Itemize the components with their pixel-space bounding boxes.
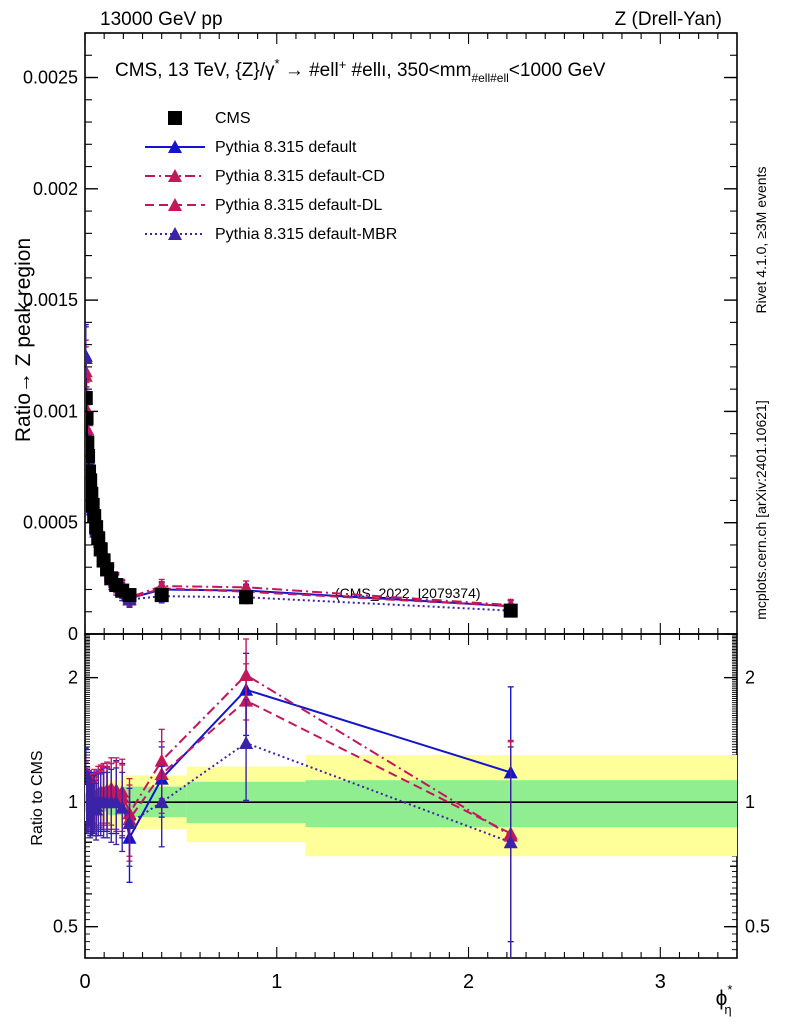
legend-triangle-marker <box>168 227 182 240</box>
series-cms <box>86 378 518 618</box>
data-point-marker <box>86 448 96 463</box>
ratio-point-marker <box>503 835 518 849</box>
legend-triangle-marker <box>168 198 182 211</box>
main-y-ticklabel: 0.002 <box>33 179 78 199</box>
legend-label: Pythia 8.315 default-MBR <box>215 226 397 243</box>
data-point-marker <box>86 411 94 426</box>
legend-label: Pythia 8.315 default <box>215 139 357 156</box>
series-pythia-8-315-default <box>86 323 518 613</box>
legend-item[interactable]: CMS <box>168 110 251 127</box>
main-y-ticklabel: 0 <box>68 624 78 644</box>
series-line <box>86 355 511 608</box>
data-point-marker <box>86 351 93 364</box>
ratio-y-ticklabel: 0.5 <box>53 917 78 937</box>
data-point-marker <box>89 520 104 535</box>
ratio-y-axis-label: Ratio to CMS <box>29 750 46 845</box>
legend-triangle-marker <box>168 169 182 182</box>
data-point-marker <box>87 509 102 524</box>
plot-title: CMS, 13 TeV, {Z}/γ* → #ell+ #ellı, 350<m… <box>115 56 606 85</box>
data-point-marker <box>86 497 100 512</box>
ratio-series-group <box>86 638 518 957</box>
ratio-point-marker <box>115 800 130 814</box>
legend-item[interactable]: Pythia 8.315 default-CD <box>145 168 385 185</box>
legend-square-marker <box>168 111 182 125</box>
ratio-point-marker <box>154 795 169 809</box>
ratio-y-ticklabel-right: 1 <box>745 792 755 812</box>
data-point-marker <box>239 590 254 605</box>
axes: 0 0.0005 0.001 0.0015 0.002 0.0025 0.5 0.5 1 1 2 2 0… <box>23 32 770 993</box>
legend-label: CMS <box>215 110 251 127</box>
ratio-pythia-8-315-default-mbr <box>86 698 518 957</box>
data-point-marker <box>86 369 93 382</box>
series-pythia-8-315-default-dl <box>86 346 518 613</box>
header-process-label: Z (Drell-Yan) <box>615 9 722 30</box>
series-pythia-8-315-default-mbr <box>86 326 518 617</box>
legend-triangle-marker <box>168 140 182 153</box>
main-y-axis-label: Ratio→ Z peak region <box>12 238 35 442</box>
legend-label: Pythia 8.315 default-CD <box>215 168 385 185</box>
x-axis-label: ϕ* η <box>716 982 733 1017</box>
data-point-marker <box>86 391 93 406</box>
x-ticklabel: 0 <box>79 971 90 993</box>
data-point-marker <box>91 531 106 546</box>
data-point-marker <box>86 464 97 479</box>
main-series-group <box>86 323 518 618</box>
series-pythia-8-315-default-cd <box>86 339 518 612</box>
legend-item[interactable]: Pythia 8.315 default-DL <box>145 197 382 214</box>
x-ticklabel: 1 <box>271 971 282 993</box>
ratio-point-marker <box>239 736 254 750</box>
main-y-ticklabel: 0.0005 <box>23 513 78 533</box>
legend-item[interactable]: Pythia 8.315 default <box>145 139 357 156</box>
data-point-marker <box>86 473 98 488</box>
x-ticklabel: 2 <box>463 971 474 993</box>
legend: CMS Pythia 8.315 default Pythia 8.315 defa… <box>145 110 397 243</box>
green-band <box>305 780 737 828</box>
ratio-y-ticklabel: 2 <box>68 668 78 688</box>
series-line <box>86 375 511 608</box>
data-point-marker <box>86 486 99 501</box>
data-point-marker <box>154 588 169 603</box>
rivet-version-label: Rivet 4.1.0, ≥3M events <box>753 167 769 314</box>
header-beam-label: 13000 GeV pp <box>100 9 223 30</box>
ratio-y-ticklabel: 1 <box>68 792 78 812</box>
ratio-point-marker <box>122 816 137 830</box>
data-point-marker <box>122 588 137 603</box>
series-line <box>86 357 511 612</box>
main-y-ticklabel: 0.0025 <box>23 68 78 88</box>
ratio-y-ticklabel-right: 0.5 <box>745 917 770 937</box>
data-point-marker <box>86 435 95 450</box>
data-point-marker <box>93 542 108 557</box>
legend-label: Pythia 8.315 default-DL <box>215 197 382 214</box>
uncertainty-bands <box>85 755 737 857</box>
ratio-point-marker <box>89 802 104 816</box>
main-y-ticklabel: 0.0015 <box>23 290 78 310</box>
mcplots-source-label: mcplots.cern.ch [arXiv:2401.10621] <box>753 400 769 619</box>
ratio-y-ticklabel-right: 2 <box>745 668 755 688</box>
main-panel-frame <box>84 32 738 635</box>
ratio-point-marker <box>109 795 124 809</box>
legend-item[interactable]: Pythia 8.315 default-MBR <box>145 226 397 243</box>
main-y-ticklabel: 0.001 <box>33 401 78 421</box>
x-ticklabel: 3 <box>655 971 666 993</box>
series-line <box>86 371 511 607</box>
data-point-marker <box>503 603 518 618</box>
ratio-point-marker <box>86 767 93 780</box>
